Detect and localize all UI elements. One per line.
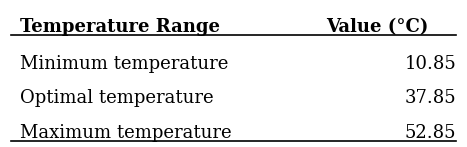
- Text: Maximum temperature: Maximum temperature: [20, 124, 232, 142]
- Text: 37.85: 37.85: [405, 89, 456, 107]
- Text: Minimum temperature: Minimum temperature: [20, 55, 228, 73]
- Text: 10.85: 10.85: [404, 55, 456, 73]
- Text: Optimal temperature: Optimal temperature: [20, 89, 213, 107]
- Text: Temperature Range: Temperature Range: [20, 18, 220, 36]
- Text: 52.85: 52.85: [405, 124, 456, 142]
- Text: Value (°C): Value (°C): [326, 18, 429, 36]
